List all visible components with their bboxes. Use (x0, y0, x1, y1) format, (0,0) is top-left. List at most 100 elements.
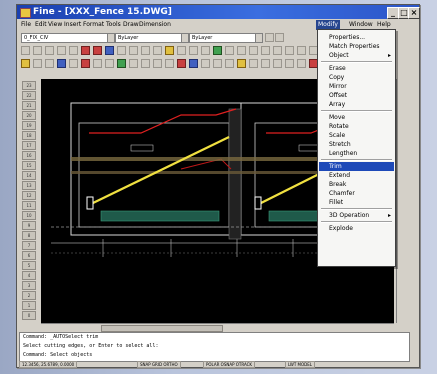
left-tool-23[interactable]: 23 (22, 81, 36, 90)
standard-tool-1-icon[interactable] (21, 46, 30, 55)
command-line-3[interactable]: Command: Select objects (23, 352, 93, 358)
left-tool-21[interactable]: 21 (22, 101, 36, 110)
title-bar[interactable]: Fine - [XXX_Fence 15.DWG] _ □ × (17, 5, 420, 19)
menu-item-lengthen[interactable]: Lengthen (319, 149, 394, 158)
layer-icon[interactable] (265, 33, 274, 42)
standard-tool-10-icon[interactable] (129, 46, 138, 55)
draw-tool-22-icon[interactable] (273, 59, 282, 68)
menu-tools[interactable]: Tools (106, 21, 121, 28)
left-tool-19[interactable]: 19 (22, 121, 36, 130)
properties-icon[interactable] (275, 33, 284, 42)
standard-tool-9-icon[interactable] (117, 46, 126, 55)
linetype-combo[interactable]: ByLayer (189, 33, 263, 43)
left-tool-22[interactable]: 22 (22, 91, 36, 100)
draw-tool-3-icon[interactable] (45, 59, 54, 68)
left-tool-12[interactable]: 12 (22, 191, 36, 200)
standard-tool-22-icon[interactable] (273, 46, 282, 55)
menu-item-scale[interactable]: Scale (319, 131, 394, 140)
menu-modify[interactable]: Modify (316, 20, 340, 30)
menu-item-extend[interactable]: Extend (319, 171, 394, 180)
status-polar-osnap[interactable]: POLAR OSNAP OTRACK (203, 361, 256, 368)
standard-tool-16-icon[interactable] (201, 46, 210, 55)
draw-tool-9-icon[interactable] (117, 59, 126, 68)
draw-tool-20-icon[interactable] (249, 59, 258, 68)
left-tool-5[interactable]: 5 (22, 261, 36, 270)
draw-tool-11-icon[interactable] (141, 59, 150, 68)
menu-item-fillet[interactable]: Fillet (319, 198, 394, 207)
menu-item-move[interactable]: Move (319, 113, 394, 122)
left-tool-0[interactable]: 0 (22, 311, 36, 320)
standard-tool-19-icon[interactable] (237, 46, 246, 55)
menu-item-rotate[interactable]: Rotate (319, 122, 394, 131)
menu-item-mirror[interactable]: Mirror (319, 82, 394, 91)
standard-tool-5-icon[interactable] (69, 46, 78, 55)
menu-view[interactable]: View (48, 21, 63, 28)
standard-tool-6-icon[interactable] (81, 46, 90, 55)
standard-tool-7-icon[interactable] (93, 46, 102, 55)
left-tool-3[interactable]: 3 (22, 281, 36, 290)
left-tool-10[interactable]: 10 (22, 211, 36, 220)
left-tool-11[interactable]: 11 (22, 201, 36, 210)
left-tool-15[interactable]: 15 (22, 161, 36, 170)
menu-dimension[interactable]: Dimension (139, 21, 171, 28)
standard-tool-24-icon[interactable] (297, 46, 306, 55)
menu-item-stretch[interactable]: Stretch (319, 140, 394, 149)
menu-item-copy[interactable]: Copy (319, 73, 394, 82)
draw-tool-14-icon[interactable] (177, 59, 186, 68)
draw-tool-6-icon[interactable] (81, 59, 90, 68)
left-tool-18[interactable]: 18 (22, 131, 36, 140)
draw-tool-13-icon[interactable] (165, 59, 174, 68)
draw-tool-21-icon[interactable] (261, 59, 270, 68)
horizontal-scroll-thumb[interactable] (101, 325, 223, 332)
menu-format[interactable]: Format (83, 21, 105, 28)
draw-tool-2-icon[interactable] (33, 59, 42, 68)
draw-tool-24-icon[interactable] (297, 59, 306, 68)
standard-tool-15-icon[interactable] (189, 46, 198, 55)
left-tool-20[interactable]: 20 (22, 111, 36, 120)
left-tool-4[interactable]: 4 (22, 271, 36, 280)
draw-tool-10-icon[interactable] (129, 59, 138, 68)
standard-tool-12-icon[interactable] (153, 46, 162, 55)
left-tool-2[interactable]: 2 (22, 291, 36, 300)
menu-item-trim[interactable]: Trim (319, 162, 394, 171)
standard-tool-21-icon[interactable] (261, 46, 270, 55)
close-button[interactable]: × (408, 7, 420, 19)
draw-tool-16-icon[interactable] (201, 59, 210, 68)
draw-tool-17-icon[interactable] (213, 59, 222, 68)
menu-edit[interactable]: Edit (35, 21, 47, 28)
left-tool-6[interactable]: 6 (22, 251, 36, 260)
draw-tool-7-icon[interactable] (93, 59, 102, 68)
draw-tool-5-icon[interactable] (69, 59, 78, 68)
standard-tool-2-icon[interactable] (33, 46, 42, 55)
standard-tool-14-icon[interactable] (177, 46, 186, 55)
left-tool-14[interactable]: 14 (22, 171, 36, 180)
menu-item-properties[interactable]: Properties... (319, 33, 394, 42)
draw-tool-19-icon[interactable] (237, 59, 246, 68)
standard-tool-11-icon[interactable] (141, 46, 150, 55)
menu-item-object[interactable]: Object ▸ (319, 51, 394, 60)
standard-tool-20-icon[interactable] (249, 46, 258, 55)
standard-tool-13-icon[interactable] (165, 46, 174, 55)
standard-tool-8-icon[interactable] (105, 46, 114, 55)
left-tool-8[interactable]: 8 (22, 231, 36, 240)
draw-tool-4-icon[interactable] (57, 59, 66, 68)
status-lwt-model[interactable]: LWT MODEL (285, 361, 315, 368)
draw-tool-1-icon[interactable] (21, 59, 30, 68)
vertical-scrollbar[interactable] (396, 79, 406, 323)
left-tool-7[interactable]: 7 (22, 241, 36, 250)
menu-item-chamfer[interactable]: Chamfer (319, 189, 394, 198)
command-window[interactable]: Command: _AUTOSelect trim Select cutting… (19, 332, 410, 362)
menu-item-erase[interactable]: Erase (319, 64, 394, 73)
color-combo[interactable]: ByLayer (115, 33, 189, 43)
draw-tool-8-icon[interactable] (105, 59, 114, 68)
standard-tool-23-icon[interactable] (285, 46, 294, 55)
left-tool-13[interactable]: 13 (22, 181, 36, 190)
standard-tool-4-icon[interactable] (57, 46, 66, 55)
draw-tool-15-icon[interactable] (189, 59, 198, 68)
menu-window[interactable]: Window (349, 21, 373, 28)
status-snap-grid[interactable]: SNAP GRID ORTHO (137, 361, 181, 368)
menu-item-match-properties[interactable]: Match Properties (319, 42, 394, 51)
draw-tool-23-icon[interactable] (285, 59, 294, 68)
left-tool-16[interactable]: 16 (22, 151, 36, 160)
menu-item-3d-operation[interactable]: 3D Operation ▸ (319, 211, 394, 220)
